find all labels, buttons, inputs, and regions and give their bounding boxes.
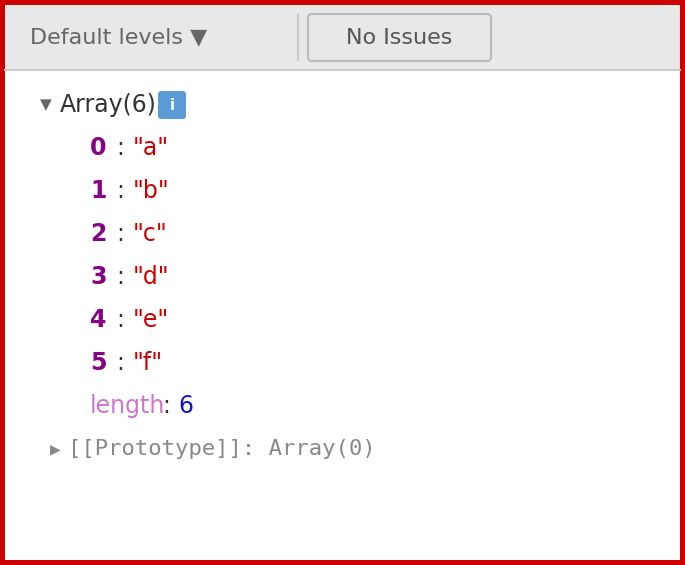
Text: :: : <box>116 179 124 203</box>
Text: length: length <box>90 394 165 418</box>
Text: Default levels ▼: Default levels ▼ <box>30 28 208 47</box>
Text: "e": "e" <box>133 308 169 332</box>
Text: Array(6): Array(6) <box>60 93 157 117</box>
Text: :: : <box>116 351 124 375</box>
Text: ▼: ▼ <box>40 98 52 112</box>
Text: :: : <box>116 222 124 246</box>
Text: "b": "b" <box>133 179 170 203</box>
Text: "d": "d" <box>133 265 170 289</box>
Text: i: i <box>169 98 175 112</box>
FancyBboxPatch shape <box>308 14 491 61</box>
Text: [[Prototype]]: Array(0): [[Prototype]]: Array(0) <box>68 439 375 459</box>
Text: :: : <box>162 394 170 418</box>
Text: 4: 4 <box>90 308 106 332</box>
Text: 1: 1 <box>90 179 106 203</box>
FancyBboxPatch shape <box>158 91 186 119</box>
Text: 3: 3 <box>90 265 106 289</box>
Text: No Issues: No Issues <box>347 28 453 47</box>
Text: 0: 0 <box>90 136 106 160</box>
FancyBboxPatch shape <box>5 70 680 560</box>
Text: :: : <box>116 265 124 289</box>
Text: :: : <box>116 308 124 332</box>
Text: 5: 5 <box>90 351 106 375</box>
Text: "f": "f" <box>133 351 163 375</box>
Text: 2: 2 <box>90 222 106 246</box>
Text: "c": "c" <box>133 222 168 246</box>
FancyBboxPatch shape <box>5 5 680 70</box>
Text: "a": "a" <box>133 136 169 160</box>
Text: ▶: ▶ <box>50 442 61 456</box>
Text: 6: 6 <box>178 394 193 418</box>
Text: :: : <box>116 136 124 160</box>
